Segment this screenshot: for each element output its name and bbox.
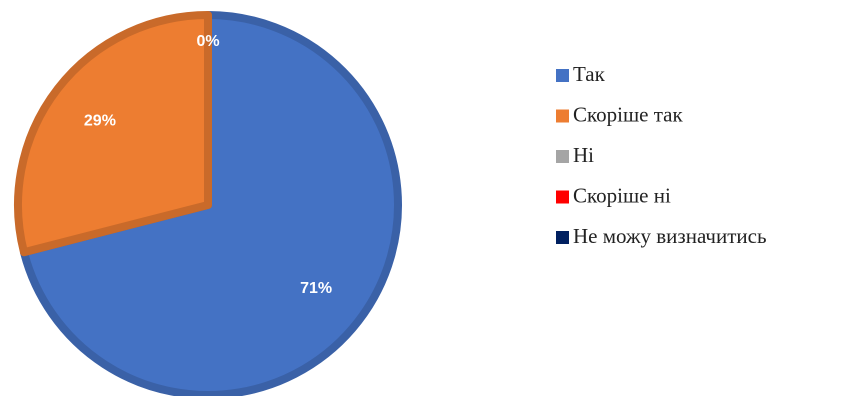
legend-swatch — [556, 190, 569, 204]
legend-swatch — [556, 69, 569, 82]
legend-swatch — [556, 150, 569, 163]
pie-slice — [14, 11, 212, 257]
legend-swatch — [556, 109, 569, 123]
legend-label: Так — [573, 62, 606, 86]
data-label: 29% — [84, 112, 116, 129]
legend-swatch — [556, 231, 569, 244]
legend-label: Ні — [573, 143, 594, 167]
data-label: 0% — [196, 33, 219, 50]
legend-label: Не можу визначитись — [573, 224, 767, 248]
data-label: 71% — [300, 280, 332, 297]
legend-label: Скоріше так — [573, 102, 683, 126]
legend-label: Скоріше ні — [573, 183, 671, 207]
